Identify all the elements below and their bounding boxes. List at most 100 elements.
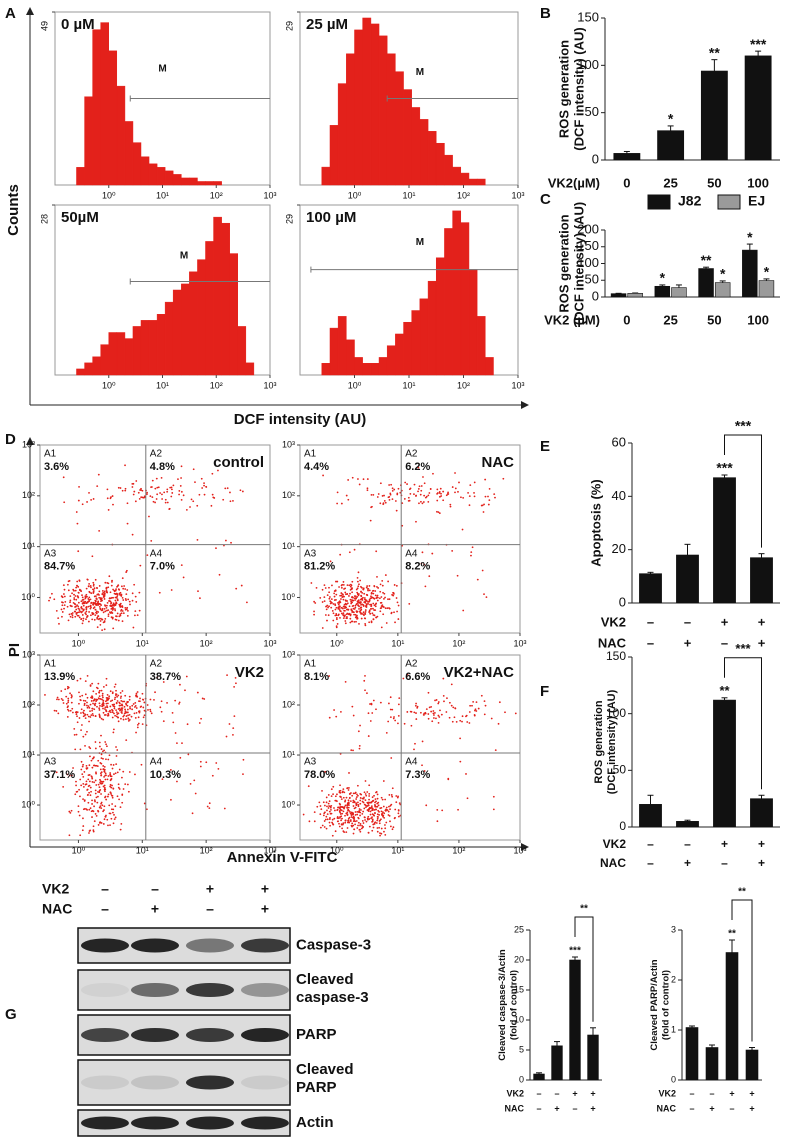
event-dot bbox=[109, 705, 112, 708]
y-tick-label: 10¹ bbox=[22, 749, 35, 759]
event-dot bbox=[224, 487, 227, 490]
event-dot bbox=[373, 809, 376, 811]
event-dot bbox=[365, 794, 368, 797]
event-dot bbox=[454, 491, 456, 494]
event-dot bbox=[73, 610, 76, 613]
event-dot bbox=[376, 496, 379, 498]
event-dot bbox=[89, 794, 92, 797]
bar bbox=[700, 70, 728, 161]
event-dot bbox=[347, 819, 350, 822]
event-dot bbox=[361, 820, 364, 822]
event-dot bbox=[131, 599, 134, 602]
event-dot bbox=[77, 550, 80, 553]
event-dot bbox=[365, 820, 368, 823]
event-dot bbox=[345, 831, 348, 834]
event-dot bbox=[217, 768, 220, 770]
event-dot bbox=[343, 807, 345, 810]
event-dot bbox=[381, 495, 384, 497]
event-dot bbox=[88, 491, 90, 494]
event-dot bbox=[203, 698, 206, 700]
event-dot bbox=[79, 695, 81, 698]
event-dot bbox=[92, 498, 95, 500]
event-dot bbox=[100, 757, 103, 760]
event-dot bbox=[338, 586, 340, 588]
event-dot bbox=[85, 605, 88, 608]
event-dot bbox=[95, 772, 97, 775]
event-dot bbox=[339, 553, 342, 556]
event-dot bbox=[80, 590, 83, 593]
event-dot bbox=[329, 560, 332, 563]
condition-sign: – bbox=[572, 1103, 577, 1113]
event-dot bbox=[349, 588, 352, 591]
event-dot bbox=[333, 595, 336, 598]
event-dot bbox=[363, 592, 366, 595]
event-dot bbox=[98, 714, 101, 717]
event-dot bbox=[390, 483, 393, 486]
event-dot bbox=[369, 801, 372, 804]
event-dot bbox=[94, 599, 97, 602]
event-dot bbox=[333, 807, 335, 809]
event-dot bbox=[98, 786, 101, 789]
event-dot bbox=[349, 819, 352, 821]
event-dot bbox=[339, 601, 342, 604]
event-dot bbox=[106, 705, 108, 707]
event-dot bbox=[104, 700, 107, 703]
event-dot bbox=[339, 807, 341, 810]
event-dot bbox=[432, 710, 435, 712]
event-dot bbox=[104, 581, 107, 584]
event-dot bbox=[103, 768, 106, 771]
event-dot bbox=[388, 794, 391, 796]
event-dot bbox=[77, 611, 80, 614]
event-dot bbox=[377, 804, 380, 807]
event-dot bbox=[192, 468, 195, 471]
event-dot bbox=[469, 704, 472, 707]
event-dot bbox=[117, 783, 120, 786]
event-dot bbox=[211, 472, 214, 475]
event-dot bbox=[357, 585, 360, 588]
event-dot bbox=[112, 627, 115, 630]
event-dot bbox=[76, 584, 78, 587]
event-dot bbox=[71, 695, 73, 698]
event-dot bbox=[395, 509, 398, 512]
event-dot bbox=[421, 502, 424, 505]
event-dot bbox=[380, 827, 383, 830]
event-dot bbox=[389, 493, 392, 496]
event-dot bbox=[514, 712, 517, 715]
event-dot bbox=[383, 494, 385, 497]
event-dot bbox=[359, 607, 362, 609]
event-dot bbox=[229, 491, 231, 494]
event-dot bbox=[382, 605, 384, 608]
event-dot bbox=[374, 594, 377, 597]
event-dot bbox=[324, 811, 326, 814]
quadrant-name: A2 bbox=[405, 659, 418, 670]
event-dot bbox=[163, 491, 166, 494]
event-dot bbox=[136, 723, 139, 726]
event-dot bbox=[135, 731, 137, 734]
event-dot bbox=[342, 796, 345, 799]
event-dot bbox=[73, 728, 76, 730]
event-dot bbox=[166, 701, 168, 704]
x-tick-label: 10⁰ bbox=[348, 190, 362, 200]
event-dot bbox=[432, 717, 435, 719]
event-dot bbox=[353, 613, 355, 616]
event-dot bbox=[361, 824, 363, 827]
event-dot bbox=[95, 693, 98, 695]
event-dot bbox=[340, 606, 343, 609]
event-dot bbox=[87, 605, 90, 608]
blot-band bbox=[81, 938, 129, 953]
event-dot bbox=[217, 469, 219, 472]
event-dot bbox=[75, 598, 78, 601]
event-dot bbox=[336, 809, 339, 811]
event-dot bbox=[356, 827, 359, 829]
significance-bracket bbox=[724, 434, 762, 548]
event-dot bbox=[367, 602, 370, 605]
blot-band bbox=[186, 983, 234, 997]
event-dot bbox=[449, 505, 452, 508]
x-tick-label: 10⁰ bbox=[348, 380, 362, 390]
event-dot bbox=[355, 603, 358, 606]
event-dot bbox=[68, 613, 71, 616]
event-dot bbox=[57, 712, 60, 715]
event-dot bbox=[127, 714, 130, 717]
event-dot bbox=[339, 791, 342, 794]
event-dot bbox=[79, 795, 81, 798]
